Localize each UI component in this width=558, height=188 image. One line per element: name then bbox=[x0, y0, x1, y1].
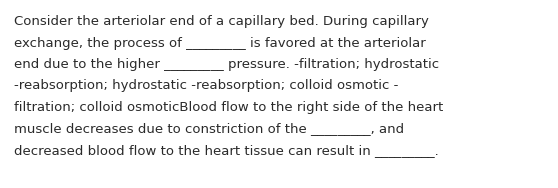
Text: muscle decreases due to constriction of the _________, and: muscle decreases due to constriction of … bbox=[14, 123, 404, 136]
Text: Consider the arteriolar end of a capillary bed. During capillary: Consider the arteriolar end of a capilla… bbox=[14, 15, 429, 28]
Text: decreased blood flow to the heart tissue can result in _________.: decreased blood flow to the heart tissue… bbox=[14, 144, 439, 157]
Text: exchange, the process of _________ is favored at the arteriolar: exchange, the process of _________ is fa… bbox=[14, 36, 426, 49]
Text: -reabsorption; hydrostatic -reabsorption; colloid osmotic -: -reabsorption; hydrostatic -reabsorption… bbox=[14, 80, 398, 92]
Text: filtration; colloid osmoticBlood flow to the right side of the heart: filtration; colloid osmoticBlood flow to… bbox=[14, 101, 443, 114]
Text: end due to the higher _________ pressure. -filtration; hydrostatic: end due to the higher _________ pressure… bbox=[14, 58, 439, 71]
